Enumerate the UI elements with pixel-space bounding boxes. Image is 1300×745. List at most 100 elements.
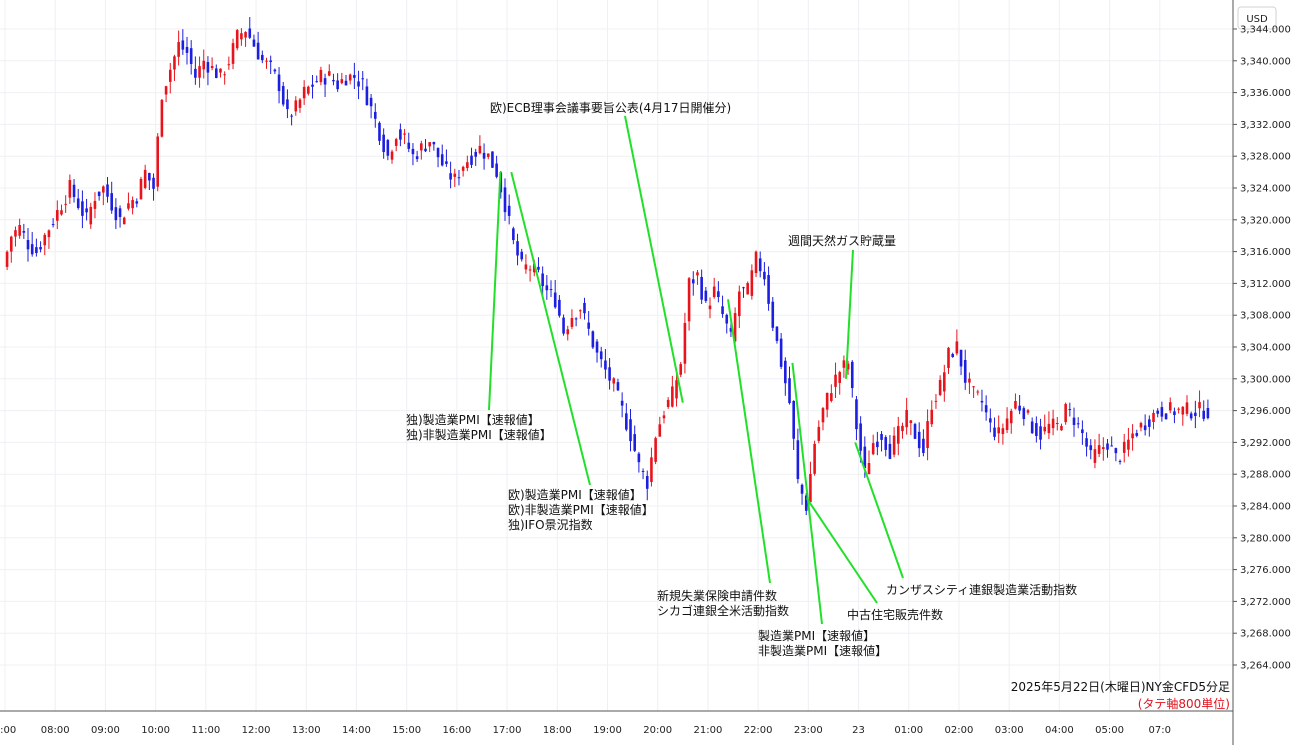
x-axis-ticks: 7:00 08:00 09:00 10:00 11:00 12:00 13:00 14:00 1…: [0, 725, 1171, 736]
candle-body: [94, 201, 97, 209]
candle-body: [1060, 426, 1063, 430]
candle-body: [324, 78, 327, 84]
candle-body: [1064, 404, 1067, 422]
x-tick-label: 03:00: [995, 725, 1024, 736]
candle-body: [115, 207, 118, 220]
candle-body: [110, 193, 113, 210]
candle-body: [186, 47, 189, 53]
candle-body: [646, 476, 649, 489]
candle-body: [797, 440, 800, 479]
candle-body: [307, 87, 310, 94]
candle-body: [947, 348, 950, 368]
candle-body: [625, 413, 628, 429]
candle-body: [1127, 440, 1130, 450]
candle-body: [1039, 426, 1042, 439]
candle-body: [336, 80, 339, 89]
x-tick-label: 15:00: [392, 725, 421, 736]
candle-body: [1106, 443, 1109, 449]
candle-body: [458, 177, 461, 178]
candle-body: [1069, 409, 1072, 410]
currency-label: USD: [1246, 14, 1268, 25]
candle-body: [650, 457, 653, 482]
x-tick-label: 20:00: [643, 725, 672, 736]
candle-body: [738, 292, 741, 317]
candle-body: [43, 235, 46, 245]
candle-body: [976, 392, 979, 393]
candle-body: [18, 225, 21, 236]
candle-body: [382, 135, 385, 152]
candle-body: [654, 438, 657, 462]
candle-body: [679, 364, 682, 375]
y-tick-label: 3,316.000: [1240, 247, 1291, 258]
candle-body: [629, 419, 632, 441]
candle-body: [1002, 428, 1005, 434]
candle-body: [759, 258, 762, 271]
candle-body: [169, 70, 172, 82]
candle-body: [470, 156, 473, 165]
annotation-line: [728, 299, 770, 583]
candle-body: [617, 382, 620, 390]
x-tick-label: 21:00: [694, 725, 723, 736]
candle-body: [161, 100, 164, 137]
candle-body: [851, 362, 854, 388]
candle-body: [776, 327, 779, 341]
candle-body: [1169, 402, 1172, 410]
candle-body: [939, 380, 942, 395]
candle-body: [328, 71, 331, 75]
annotation-line: [846, 250, 853, 379]
y-tick-label: 3,340.000: [1240, 56, 1291, 67]
annotation-line: [855, 442, 903, 578]
candle-body: [135, 201, 138, 203]
candle-body: [592, 331, 595, 347]
candle-body: [56, 210, 59, 221]
candle-body: [608, 367, 611, 380]
candle-body: [964, 360, 967, 383]
candle-body: [1035, 423, 1038, 436]
candle-body: [1198, 402, 1201, 408]
candle-body: [1186, 402, 1189, 413]
candle-body: [1140, 423, 1143, 427]
candle-body: [64, 204, 67, 205]
annotation-label: 中古住宅販売件数: [847, 607, 943, 622]
candle-body: [968, 379, 971, 383]
candle-body: [1010, 411, 1013, 423]
candle-body: [269, 61, 272, 62]
candle-body: [223, 74, 226, 75]
candle-body: [910, 420, 913, 423]
candle-body: [713, 287, 716, 297]
candle-body: [788, 378, 791, 403]
candle-body: [897, 426, 900, 444]
candle-body: [830, 393, 833, 401]
candle-body: [868, 463, 871, 474]
candle-body: [717, 291, 720, 297]
candle-body: [1110, 446, 1113, 447]
y-tick-label: 3,336.000: [1240, 88, 1291, 99]
x-tick-label: 08:00: [41, 725, 70, 736]
y-tick-label: 3,300.000: [1240, 374, 1291, 385]
candle-body: [10, 237, 13, 252]
y-tick-label: 3,280.000: [1240, 533, 1291, 544]
candle-body: [265, 61, 268, 62]
y-tick-label: 3,312.000: [1240, 279, 1291, 290]
candle-body: [441, 154, 444, 165]
candle-body: [935, 401, 938, 402]
candle-body: [89, 207, 92, 224]
chart-caption: 2025年5月22日(木曜日)NY金CFD5分足: [1011, 679, 1230, 694]
x-tick-label: 17:00: [493, 725, 522, 736]
candle-body: [554, 293, 557, 308]
candle-body: [1027, 410, 1030, 412]
candle-body: [700, 277, 703, 300]
candle-body: [1165, 414, 1168, 420]
candle-body: [1014, 401, 1017, 409]
candle-body: [98, 192, 101, 196]
candle-body: [315, 81, 318, 82]
y-tick-label: 3,328.000: [1240, 152, 1291, 163]
x-tick-label: 07:0: [1149, 725, 1171, 736]
candle-body: [508, 206, 511, 216]
candle-body: [395, 139, 398, 146]
candle-body: [278, 75, 281, 91]
candle-body: [838, 372, 841, 383]
candle-body: [1102, 447, 1105, 449]
x-tick-label: 18:00: [543, 725, 572, 736]
